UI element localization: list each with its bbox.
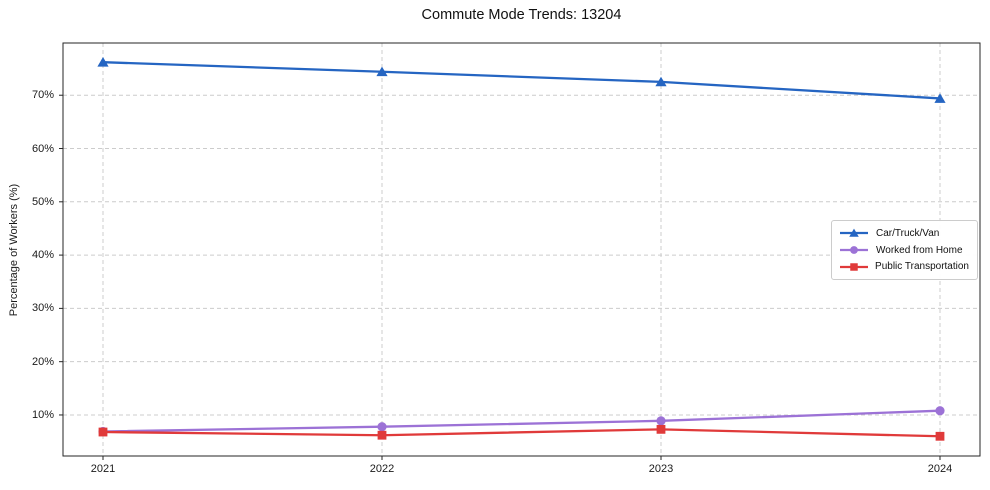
legend-marker-car-truck-van — [849, 228, 859, 238]
x-tick-label: 2024 — [927, 463, 953, 475]
series-marker-car-truck-van — [934, 93, 946, 103]
y-tick-label: 60% — [31, 142, 54, 155]
series-marker-public-transportation — [935, 431, 945, 441]
chart-title: Commute Mode Trends: 13204 — [421, 7, 622, 23]
x-tick-label: 2022 — [369, 463, 395, 475]
series-marker-car-truck-van — [376, 66, 388, 77]
square-marker-icon — [840, 262, 868, 271]
triangle-marker-icon — [840, 228, 868, 238]
legend-marker-worked-from-home — [850, 246, 858, 254]
y-tick-label: 20% — [31, 355, 54, 368]
legend-label: Worked from Home — [876, 244, 963, 256]
series-marker-worked-from-home — [377, 422, 387, 432]
series-line-worked-from-home — [101, 409, 942, 433]
y-tick-label: 30% — [31, 302, 54, 315]
series-marker-public-transportation — [98, 427, 108, 437]
y-tick-label: 70% — [31, 89, 54, 102]
series-marker-car-truck-van — [97, 56, 109, 67]
series-marker-worked-from-home — [935, 406, 945, 416]
x-tick-label: 2023 — [648, 463, 674, 475]
legend: Car/Truck/Van Worked from Home Public Tran… — [831, 220, 978, 280]
series-line-public-transportation — [101, 428, 942, 438]
legend-item-public-transportation: Public Transportation — [839, 258, 969, 275]
series-marker-public-transportation — [377, 430, 387, 440]
plot-border — [62, 42, 981, 457]
series-marker-worked-from-home — [656, 416, 666, 426]
legend-item-car-truck-van: Car/Truck/Van — [839, 225, 969, 242]
legend-item-worked-from-home: Worked from Home — [839, 242, 969, 259]
legend-label: Car/Truck/Van — [876, 227, 940, 239]
legend-label: Public Transportation — [875, 261, 969, 273]
series-line-car-truck-van — [101, 61, 942, 100]
series-marker-public-transportation — [656, 424, 666, 434]
x-tick-label: 2021 — [90, 463, 116, 475]
legend-marker-public-transportation — [850, 262, 858, 271]
y-tick-label: 10% — [31, 408, 54, 421]
y-tick-label: 40% — [31, 249, 54, 262]
y-tick-label: 50% — [31, 195, 54, 208]
circle-marker-icon — [840, 246, 868, 254]
series-marker-car-truck-van — [655, 76, 667, 87]
